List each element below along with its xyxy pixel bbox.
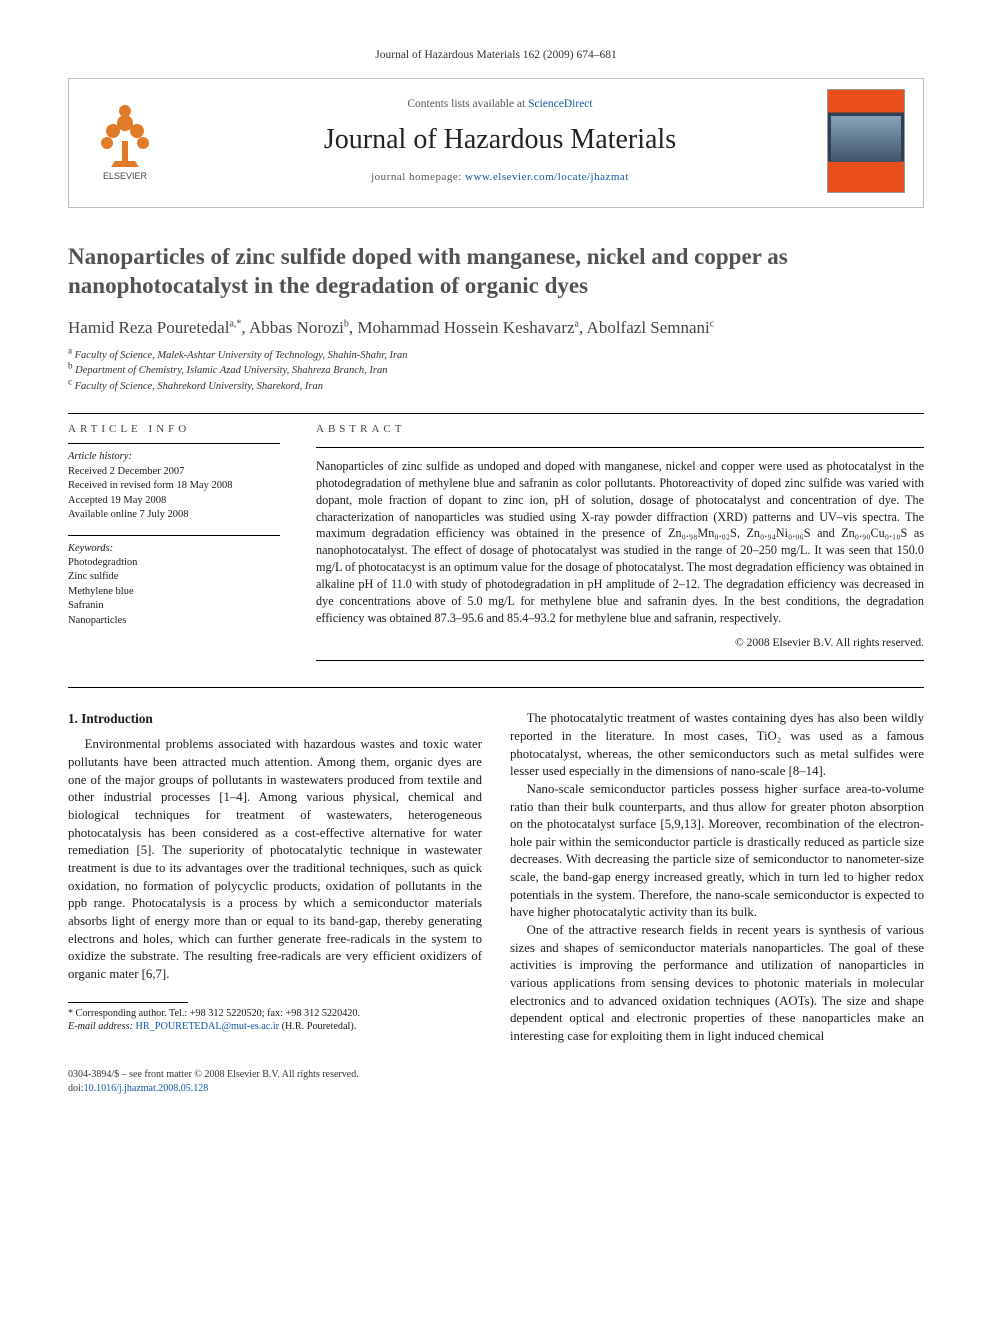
journal-homepage-link[interactable]: www.elsevier.com/locate/jhazmat [465, 171, 629, 183]
journal-cover-slot [827, 89, 907, 193]
keywords-label: Keywords: [68, 542, 280, 556]
body-paragraph-3: Nano-scale semiconductor particles posse… [510, 781, 924, 922]
footnote-separator [68, 1002, 188, 1003]
sciencedirect-link[interactable]: ScienceDirect [528, 98, 593, 110]
history-line: Available online 7 July 2008 [68, 508, 280, 522]
body-columns: 1. Introduction Environmental problems a… [68, 710, 924, 1045]
affiliation-line: a Faculty of Science, Malek-Ashtar Unive… [68, 348, 924, 364]
keyword-item: Safranin [68, 599, 280, 613]
elsevier-tree-icon: ELSEVIER [85, 93, 165, 183]
footer-meta: 0304-3894/$ – see front matter © 2008 El… [68, 1068, 924, 1096]
keyword-item: Photodegradtion [68, 556, 280, 570]
running-header: Journal of Hazardous Materials 162 (2009… [68, 48, 924, 64]
keyword-item: Zinc sulfide [68, 570, 280, 584]
section-1-heading: 1. Introduction [68, 710, 482, 728]
affiliations: a Faculty of Science, Malek-Ashtar Unive… [68, 348, 924, 395]
footnote-star-icon: * [68, 1008, 73, 1019]
front-matter-line: 0304-3894/$ – see front matter © 2008 El… [68, 1068, 924, 1082]
body-paragraph-4: One of the attractive research fields in… [510, 922, 924, 1046]
corr-author-line: Corresponding author. Tel.: +98 312 5220… [76, 1008, 361, 1019]
corr-author-email-link[interactable]: HR_POURETEDAL@mut-es.ac.ir [136, 1021, 280, 1032]
abstract-top-rule [316, 447, 924, 448]
publication-banner: ELSEVIER Contents lists available at Sci… [68, 78, 924, 208]
publisher-logo-slot: ELSEVIER [85, 93, 173, 189]
article-info-rule [68, 443, 280, 444]
keywords-rule [68, 535, 280, 536]
keywords-list: PhotodegradtionZinc sulfideMethylene blu… [68, 556, 280, 628]
elsevier-wordmark: ELSEVIER [103, 171, 148, 181]
body-top-rule [68, 687, 924, 688]
homepage-prefix-text: journal homepage: [371, 171, 465, 183]
body-paragraph-1: Environmental problems associated with h… [68, 736, 482, 983]
affiliation-line: c Faculty of Science, Shahrekord Univers… [68, 379, 924, 395]
history-line: Received in revised form 18 May 2008 [68, 479, 280, 493]
author-list: Hamid Reza Pouretedala,*, Abbas Norozib,… [68, 317, 924, 340]
email-label: E-mail address: [68, 1021, 133, 1032]
history-line: Accepted 19 May 2008 [68, 494, 280, 508]
article-info-heading: ARTICLE INFO [68, 414, 280, 443]
keyword-item: Methylene blue [68, 585, 280, 599]
body-paragraph-2: The photocatalytic treatment of wastes c… [510, 710, 924, 781]
journal-cover-thumbnail [827, 89, 905, 193]
journal-name: Journal of Hazardous Materials [187, 121, 813, 160]
article-title: Nanoparticles of zinc sulfide doped with… [68, 242, 924, 301]
article-history-lines: Received 2 December 2007Received in revi… [68, 465, 280, 523]
abstract-text: Nanoparticles of zinc sulfide as undoped… [316, 458, 924, 626]
contents-available-line: Contents lists available at ScienceDirec… [187, 97, 813, 113]
avail-prefix-text: Contents lists available at [407, 98, 528, 110]
affiliation-line: b Department of Chemistry, Islamic Azad … [68, 363, 924, 379]
abstract-column: ABSTRACT Nanoparticles of zinc sulfide a… [316, 414, 924, 661]
doi-link[interactable]: 10.1016/j.jhazmat.2008.05.128 [84, 1083, 209, 1094]
history-line: Received 2 December 2007 [68, 465, 280, 479]
abstract-copyright: © 2008 Elsevier B.V. All rights reserved… [316, 636, 924, 652]
corr-author-name-paren: (H.R. Pouretedal). [282, 1021, 357, 1032]
keyword-item: Nanoparticles [68, 614, 280, 628]
article-history-label: Article history: [68, 450, 280, 464]
abstract-heading: ABSTRACT [316, 414, 924, 447]
article-info-column: ARTICLE INFO Article history: Received 2… [68, 414, 280, 661]
abstract-bottom-rule [316, 660, 924, 661]
corresponding-author-footnote: * Corresponding author. Tel.: +98 312 52… [68, 1007, 482, 1035]
journal-homepage-line: journal homepage: www.elsevier.com/locat… [187, 170, 813, 185]
doi-prefix: doi: [68, 1083, 84, 1094]
